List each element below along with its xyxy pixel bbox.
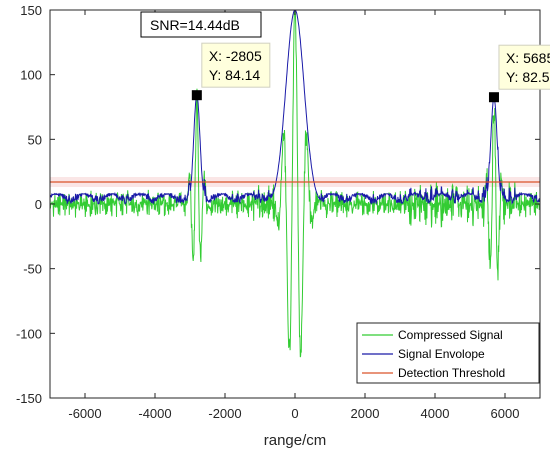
datatip-box: [201, 42, 271, 88]
x-tick-label: -2000: [208, 406, 241, 421]
y-tick-label: 0: [35, 197, 42, 212]
legend-label-envelope: Signal Envolope: [398, 347, 485, 361]
y-tick-label: 100: [20, 68, 42, 83]
datatip-box: [498, 44, 550, 90]
legend-label-compressed: Compressed Signal: [398, 328, 503, 342]
snr-annotation: SNR=14.44dB: [140, 11, 262, 38]
x-axis-title: range/cm: [264, 432, 327, 449]
x-tick-label: 2000: [351, 406, 380, 421]
legend: Compressed Signal Signal Envolope Detect…: [356, 322, 540, 384]
y-tick-label: -150: [16, 391, 42, 406]
x-tick-label: -4000: [138, 406, 171, 421]
y-tick-label: 50: [28, 132, 42, 147]
datatip-y-label: Y: 84.14: [209, 67, 261, 83]
datatip-y-label: Y: 82.57: [506, 69, 550, 85]
legend-label-threshold: Detection Threshold: [398, 366, 505, 380]
datatip-x-label: X: 5685: [506, 50, 550, 66]
y-tick-label: -50: [23, 262, 42, 277]
x-tick-label: 4000: [421, 406, 450, 421]
x-tick-label: 6000: [491, 406, 520, 421]
y-tick-label: 150: [20, 3, 42, 18]
datatip-x-label: X: -2805: [209, 48, 262, 64]
peak-marker: [488, 92, 499, 103]
x-tick-label: -6000: [68, 406, 101, 421]
peak-marker: [191, 90, 202, 101]
snr-annotation-box: [140, 11, 262, 38]
y-tick-label: -100: [16, 326, 42, 341]
x-tick-label: 0: [291, 406, 298, 421]
snr-annotation-text: SNR=14.44dB: [150, 17, 240, 33]
